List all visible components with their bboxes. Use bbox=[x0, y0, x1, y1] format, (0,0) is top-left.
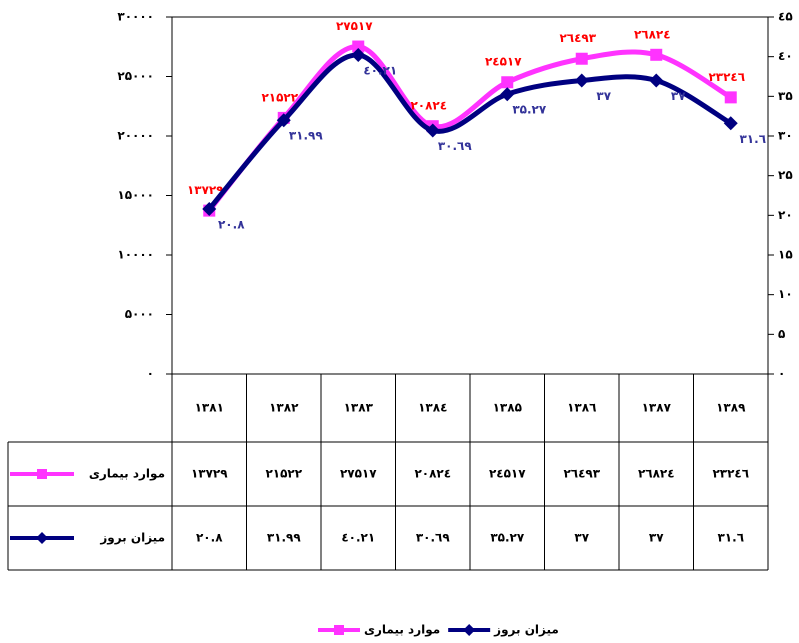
marker bbox=[649, 73, 664, 88]
data-label: ۲۰۸۲٤ bbox=[410, 99, 447, 113]
table-cell: ۲٦۸۲٤ bbox=[638, 467, 675, 481]
legend-key-marker bbox=[36, 532, 48, 544]
y2-tick-label: ٤۵ bbox=[778, 10, 793, 24]
data-label: ۳۷ bbox=[596, 89, 611, 103]
table-row-name: میزان بروز bbox=[99, 531, 165, 546]
y-tick-label: ۲۰۰۰۰ bbox=[117, 129, 154, 143]
legend-key-marker bbox=[463, 624, 476, 636]
y-tick-label: ۵۰۰۰ bbox=[125, 307, 154, 321]
x-tick-label: ۱۳۸۳ bbox=[344, 401, 374, 415]
data-label: ۲۳۲٤٦ bbox=[708, 70, 745, 84]
marker bbox=[724, 91, 737, 104]
data-label: ۲٤۵۱۷ bbox=[485, 55, 522, 69]
table-cell: ۳۷ bbox=[649, 531, 664, 545]
table-cell: ۲۱۵۲۲ bbox=[265, 467, 302, 481]
y2-tick-label: ۰ bbox=[778, 367, 785, 381]
x-tick-label: ۱۳۸۲ bbox=[269, 401, 299, 415]
marker bbox=[575, 52, 588, 65]
data-label: ۲٦۸۲٤ bbox=[634, 27, 671, 41]
marker bbox=[500, 87, 515, 102]
legend-label: میزان بروز bbox=[493, 623, 559, 638]
marker bbox=[574, 73, 589, 88]
legend-key-marker bbox=[37, 469, 47, 479]
y-tick-label: ۱۵۰۰۰ bbox=[117, 188, 154, 202]
y2-tick-label: ۱۵ bbox=[778, 248, 793, 262]
y-tick-label: ۰ bbox=[147, 367, 154, 381]
table-cell: ۲۳۲٤٦ bbox=[712, 467, 749, 481]
y-tick-label: ۱۰۰۰۰ bbox=[117, 248, 154, 262]
table-cell: ۲٤۵۱۷ bbox=[489, 467, 526, 481]
table-cell: ۳۵.۲۷ bbox=[490, 531, 525, 545]
table-cell: ۳۷ bbox=[574, 531, 589, 545]
y2-tick-label: ٤۰ bbox=[778, 49, 793, 63]
y2-tick-label: ۱۰ bbox=[778, 287, 793, 301]
y-tick-label: ۲۵۰۰۰ bbox=[117, 69, 154, 83]
legend-key-marker bbox=[334, 625, 344, 635]
marker bbox=[425, 123, 440, 138]
table-row-name: موارد بیماری bbox=[89, 467, 165, 482]
y2-tick-label: ۵ bbox=[778, 327, 785, 341]
table-cell: ۳۱.۹۹ bbox=[267, 531, 302, 545]
marker bbox=[723, 116, 738, 131]
table-cell: ۲٦٤۹۳ bbox=[563, 467, 600, 481]
x-tick-label: ۱۳۸۵ bbox=[493, 401, 522, 415]
marker bbox=[501, 76, 514, 89]
data-label: ۳۱.۹۹ bbox=[289, 129, 324, 143]
table-cell: ۲۰۸۲٤ bbox=[414, 467, 451, 481]
data-label: ۱۳۷۲۹ bbox=[187, 183, 224, 197]
table-cell: ۲۰.۸ bbox=[196, 531, 223, 545]
y2-tick-label: ۳۵ bbox=[778, 89, 793, 103]
marker bbox=[202, 201, 217, 216]
y2-tick-label: ۳۰ bbox=[778, 129, 793, 143]
marker bbox=[351, 48, 366, 63]
x-tick-label: ۱۳۸۱ bbox=[195, 401, 224, 415]
data-label: ۲۷۵۱۷ bbox=[336, 19, 373, 33]
table-cell: ۳۰.٦۹ bbox=[416, 531, 451, 545]
data-label: ۲۰.۸ bbox=[218, 217, 245, 231]
marker bbox=[650, 48, 663, 61]
x-tick-label: ۱۳۸٦ bbox=[567, 401, 596, 415]
data-label: ۲٦٤۹۳ bbox=[559, 31, 596, 45]
table-cell: ۲۷۵۱۷ bbox=[340, 467, 377, 481]
data-label: ۳۱.٦ bbox=[739, 132, 766, 146]
y-tick-label: ۳۰۰۰۰ bbox=[117, 10, 154, 24]
data-label: ٤۰.۲۱ bbox=[363, 64, 397, 78]
data-label: ۳۰.٦۹ bbox=[438, 139, 473, 153]
plot-area bbox=[171, 16, 769, 375]
x-tick-label: ۱۳۸٤ bbox=[418, 401, 447, 415]
marker bbox=[276, 113, 291, 128]
marker bbox=[352, 40, 365, 53]
y2-tick-label: ۲۰ bbox=[778, 208, 793, 222]
data-label: ۳۵.۲۷ bbox=[512, 103, 547, 117]
data-label: ۲۱۵۲۲ bbox=[261, 90, 298, 104]
table-cell: ۳۱.٦ bbox=[717, 531, 744, 545]
x-tick-label: ۱۳۸۹ bbox=[716, 401, 746, 415]
data-label: ۳۷ bbox=[671, 89, 686, 103]
y2-tick-label: ۲۵ bbox=[778, 168, 793, 182]
table-cell: ٤۰.۲۱ bbox=[341, 531, 375, 545]
table-cell: ۱۳۷۲۹ bbox=[191, 467, 228, 481]
x-tick-label: ۱۳۸۷ bbox=[642, 401, 672, 415]
legend-label: موارد بیماری bbox=[364, 623, 440, 638]
